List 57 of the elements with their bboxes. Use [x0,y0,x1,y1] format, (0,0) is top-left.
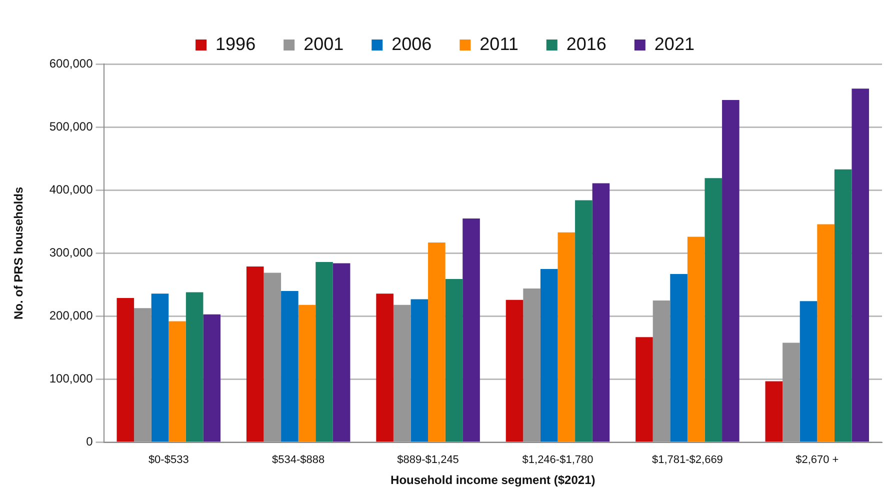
y-axis-title: No. of PRS households [12,186,26,320]
x-tick-label: $1,246-$1,780 [522,454,594,466]
bar [393,304,411,442]
x-axis-title: Household income segment ($2021) [390,473,596,488]
legend-label: 2011 [480,34,518,54]
bar [246,266,264,442]
bar [523,288,540,442]
bar [281,291,298,442]
bar [765,381,783,442]
y-tick-label: 400,000 [49,182,94,196]
legend-label: 2006 [392,34,432,54]
y-tick-label: 100,000 [49,372,94,386]
x-tick-label: $889-$1,245 [397,454,459,466]
bar [376,294,394,442]
bar [134,308,152,442]
x-tick-label: $0-$533 [148,454,189,466]
bar [782,342,800,442]
x-tick-label: $534-$888 [272,454,325,466]
bar [670,274,688,442]
bar [575,200,592,442]
bar [316,262,333,442]
bar [704,178,722,442]
bar [298,304,316,442]
bar [540,268,558,442]
x-tick-label: $1,781-$2,669 [652,454,723,466]
bar [168,321,186,442]
bar [652,300,670,442]
bar [428,242,446,442]
bar [852,88,870,442]
bar [558,232,576,442]
legend-label: 2016 [566,34,606,54]
bar [722,100,740,442]
bar [116,298,134,442]
bar [817,224,834,442]
bar [445,279,463,442]
y-tick-label: 600,000 [49,56,94,70]
y-tick-label: 200,000 [49,308,94,323]
bar [506,300,524,442]
bar [151,294,169,442]
y-tick-label: 0 [86,434,94,449]
x-tick-label: $2,670 + [796,454,839,466]
bar [834,169,852,442]
bar [410,299,428,442]
y-tick-label: 500,000 [49,119,94,134]
bar [462,218,480,442]
bar [687,236,705,442]
bar [800,301,818,442]
bar [592,183,610,442]
bar [203,314,221,442]
bar [186,292,204,442]
bar [264,272,282,442]
y-tick-label: 300,000 [49,246,94,260]
bar [332,263,350,442]
bar [636,337,653,442]
legend-label: 1996 [216,34,256,54]
legend-label: 2021 [654,34,694,54]
legend-label: 2001 [304,34,344,54]
